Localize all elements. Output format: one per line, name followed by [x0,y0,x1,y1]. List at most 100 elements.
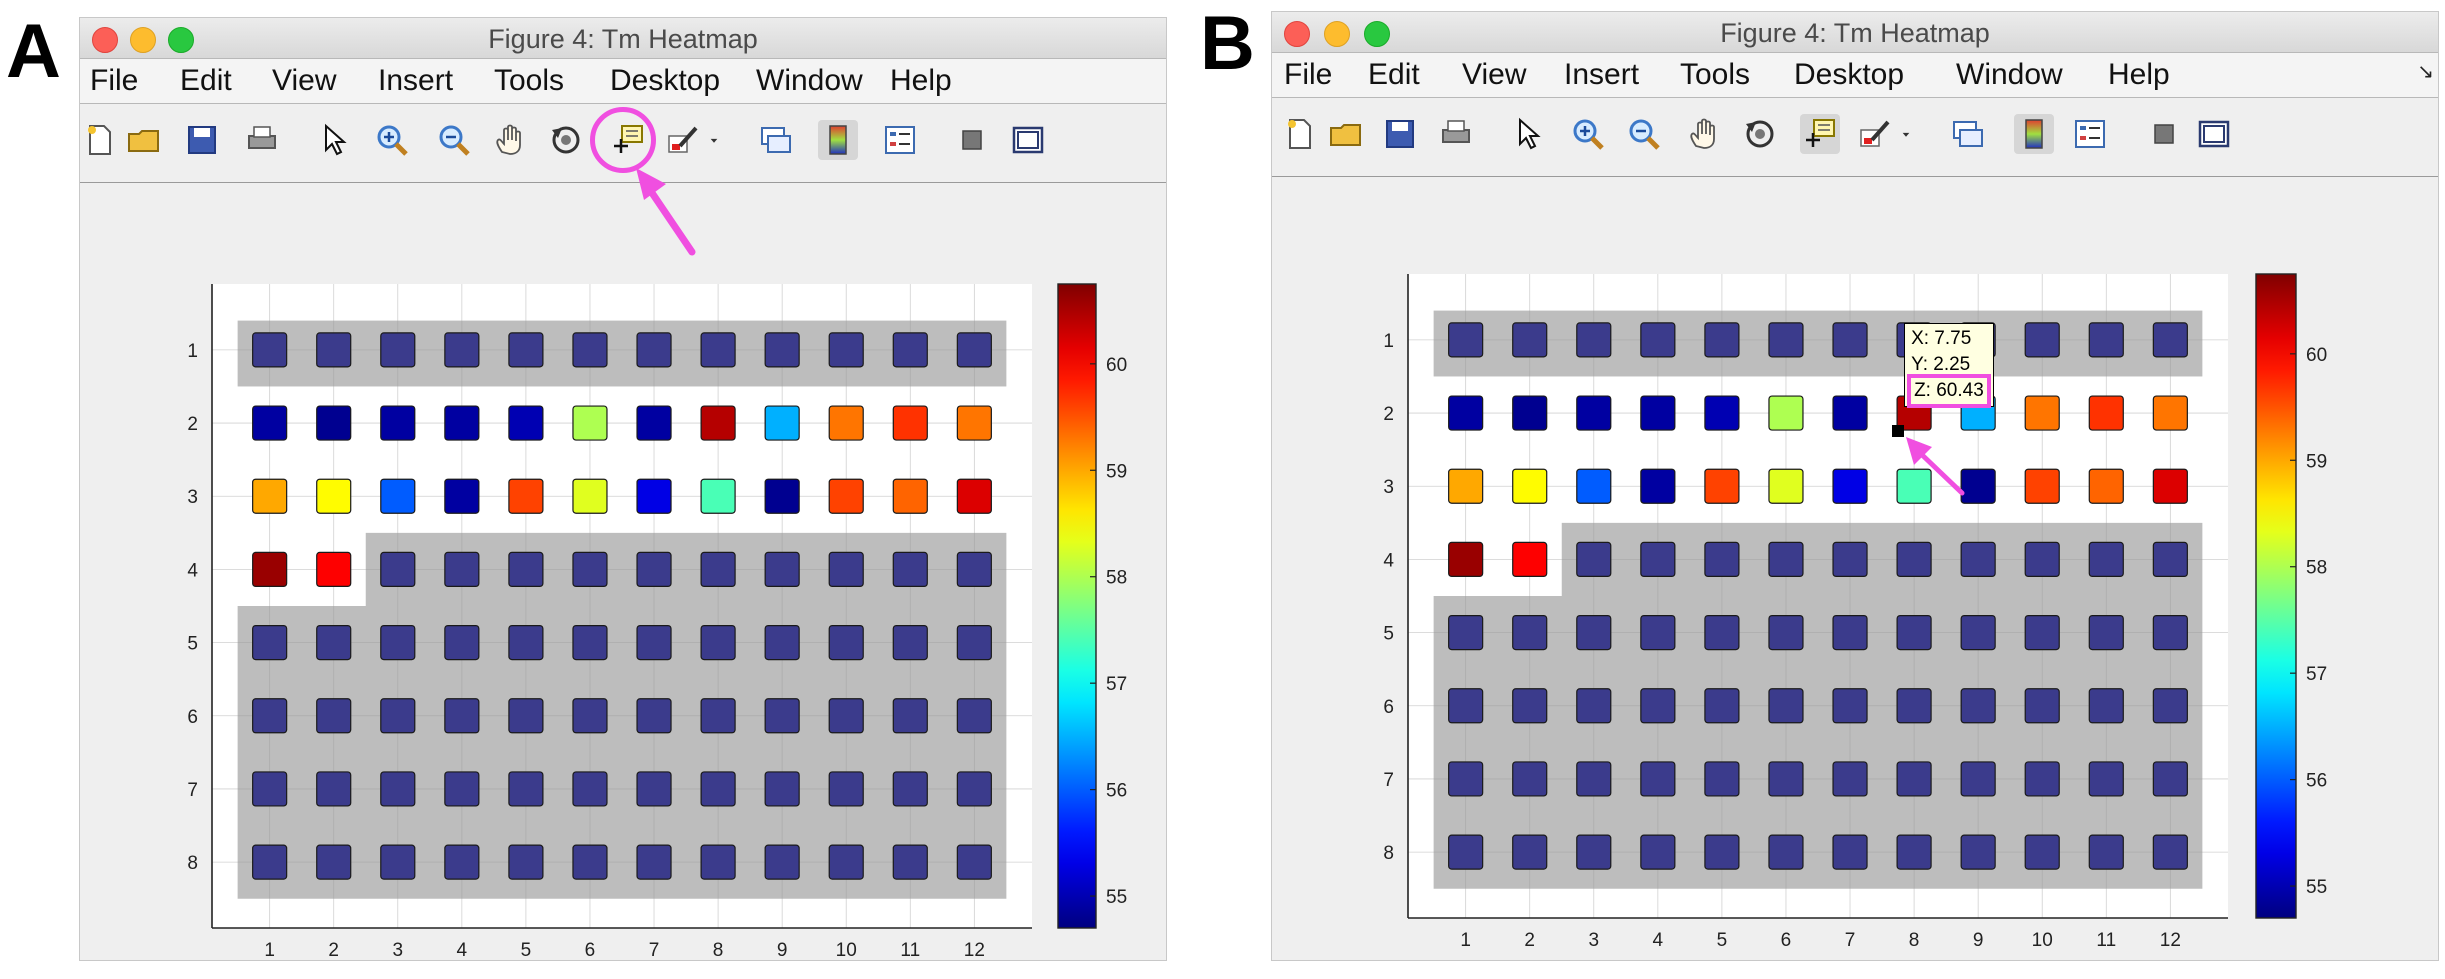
datatip[interactable]: X: 7.75 Y: 2.25 Z: 60.43 [1904,323,1994,409]
heatmap-cell[interactable] [2024,395,2060,431]
menu-file[interactable]: File [90,64,139,97]
heatmap-cell[interactable] [444,551,480,588]
menu-tools[interactable]: Tools [1680,58,1751,91]
heatmap-cell[interactable] [700,698,736,734]
heatmap-cell[interactable] [572,405,608,441]
heatmap-cell[interactable] [1960,614,1996,651]
heatmap-cell[interactable] [828,478,864,514]
heatmap-cell[interactable] [956,698,992,734]
heatmap-cell[interactable] [700,551,736,588]
legend-button[interactable] [880,120,920,160]
heatmap-cell[interactable] [2152,395,2188,431]
heatmap-cell[interactable] [1960,834,1996,870]
heatmap-cell[interactable] [1896,834,1932,870]
heatmap-cell[interactable] [700,478,736,514]
heatmap-cell[interactable] [2152,688,2188,724]
heatmap-cell[interactable] [1640,834,1676,870]
save-button[interactable] [1380,114,1420,154]
heatmap-cell[interactable] [828,624,864,661]
heatmap-cell[interactable] [636,624,672,661]
heatmap-cell[interactable] [2024,468,2060,504]
heatmap-cell[interactable] [1896,688,1932,724]
heatmap-cell[interactable] [892,771,928,807]
heatmap-cell[interactable] [700,771,736,807]
heatmap-cell[interactable] [508,771,544,807]
heatmap-cell[interactable] [2088,834,2124,870]
heatmap-cell[interactable] [700,844,736,880]
heatmap-cell[interactable] [380,332,416,368]
menu-help[interactable]: Help [2108,58,2170,91]
show-plot-tools-button[interactable] [2194,114,2234,154]
heatmap-cell[interactable] [2152,541,2188,578]
maximize-window-button[interactable] [168,27,194,53]
menu-window[interactable]: Window [1956,58,2063,91]
heatmap-cell[interactable] [764,771,800,807]
heatmap-cell[interactable] [2088,468,2124,504]
heatmap-cell[interactable] [572,771,608,807]
heatmap-cell[interactable] [508,844,544,880]
brush-dropdown-button[interactable] [704,120,724,160]
heatmap-cell[interactable] [1512,395,1548,431]
heatmap-cell[interactable] [2088,688,2124,724]
heatmap-cell[interactable] [1832,614,1868,651]
heatmap-cell[interactable] [1640,761,1676,797]
heatmap-cell[interactable] [508,478,544,514]
new-figure-button[interactable] [80,120,120,160]
heatmap-cell[interactable] [764,551,800,588]
show-plot-tools-button[interactable] [1008,120,1048,160]
heatmap-cell[interactable] [1640,322,1676,358]
heatmap-cell[interactable] [444,771,480,807]
heatmap-cell[interactable] [1640,688,1676,724]
heatmap-cell[interactable] [1576,761,1612,797]
heatmap-cell[interactable] [956,844,992,880]
heatmap-cell[interactable] [2088,322,2124,358]
heatmap-cell[interactable] [1832,688,1868,724]
heatmap-cell[interactable] [700,624,736,661]
heatmap-cell[interactable] [1448,468,1484,504]
heatmap-cell[interactable] [1640,614,1676,651]
link-plot-button[interactable] [756,120,796,160]
heatmap-cell[interactable] [1448,395,1484,431]
heatmap-cell[interactable] [380,698,416,734]
zoom-out-button[interactable] [434,120,474,160]
heatmap-cell[interactable] [1704,541,1740,578]
heatmap-cell[interactable] [252,332,288,368]
colorbar-button[interactable] [2014,114,2054,154]
heatmap-cell[interactable] [956,551,992,588]
open-file-button[interactable] [124,120,164,160]
heatmap-cell[interactable] [1768,541,1804,578]
hide-plot-tools-button[interactable] [2144,114,2184,154]
pan-button[interactable] [1684,114,1724,154]
hide-plot-tools-button[interactable] [952,120,992,160]
brush-button[interactable] [664,120,704,160]
heatmap-cell[interactable] [828,332,864,368]
legend-button[interactable] [2070,114,2110,154]
pan-button[interactable] [490,120,530,160]
heatmap-cell[interactable] [316,332,352,368]
open-file-button[interactable] [1326,114,1366,154]
heatmap-cell[interactable] [828,844,864,880]
heatmap-cell[interactable] [316,844,352,880]
heatmap-cell[interactable] [1704,614,1740,651]
heatmap-cell[interactable] [380,624,416,661]
heatmap-cell[interactable] [380,771,416,807]
heatmap-cell[interactable] [1896,761,1932,797]
heatmap-cell[interactable] [1960,761,1996,797]
heatmap-cell[interactable] [764,624,800,661]
heatmap-cell[interactable] [252,405,288,441]
heatmap-cell[interactable] [764,478,800,514]
heatmap-cell[interactable] [1704,761,1740,797]
heatmap-cell[interactable] [572,624,608,661]
heatmap-cell[interactable] [2024,541,2060,578]
heatmap-cell[interactable] [1704,688,1740,724]
heatmap-cell[interactable] [1832,322,1868,358]
heatmap-cell[interactable] [1640,468,1676,504]
heatmap-cell[interactable] [2152,322,2188,358]
menu-insert[interactable]: Insert [378,64,454,97]
save-button[interactable] [182,120,222,160]
menu-view[interactable]: View [1462,58,1527,91]
link-plot-button[interactable] [1948,114,1988,154]
heatmap-cell[interactable] [444,332,480,368]
heatmap-cell[interactable] [636,405,672,441]
heatmap-cell[interactable] [508,624,544,661]
